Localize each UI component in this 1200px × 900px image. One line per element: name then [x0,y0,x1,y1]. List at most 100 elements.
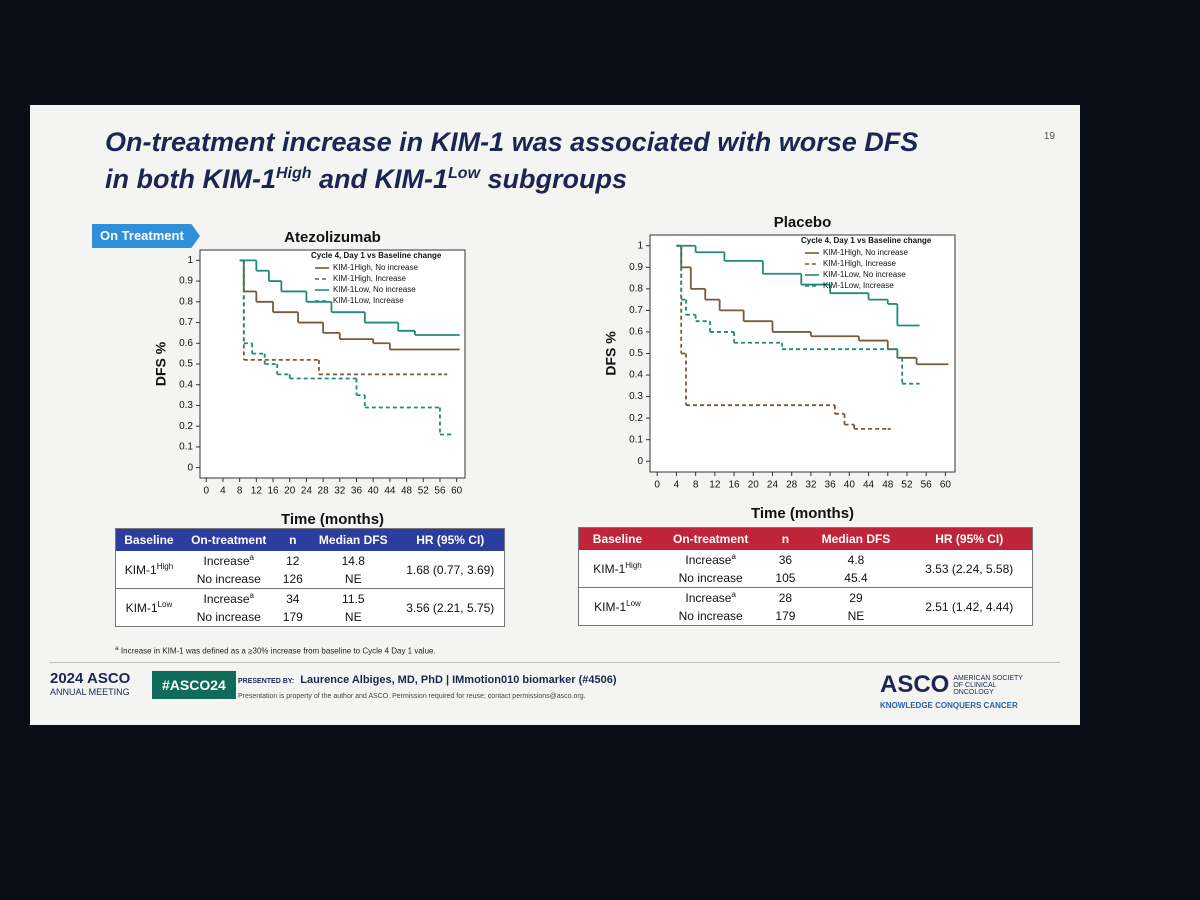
y-tick-label: 0.3 [629,391,643,402]
legend-label: KIM-1High, No increase [333,263,418,272]
slide: On-treatment increase in KIM-1 was assoc… [30,105,1080,725]
chart-title: Placebo [774,214,832,231]
header-row: Baseline On-treatment n Median DFS HR (95% C… [578,527,1033,550]
y-tick-label: 0.4 [629,370,643,381]
y-tick-label: 0.7 [629,305,643,316]
baseline-sup: High [625,561,642,570]
presenter: PRESENTED BY: Laurence Albiges, MD, PhD |… [238,674,617,686]
y-tick-label: 0.7 [179,317,193,328]
median-cell: 45.4 [844,571,868,585]
status-cell: No increase [656,607,765,626]
x-tick-label: 32 [334,486,346,497]
x-tick-label: 20 [284,486,296,497]
y-tick-label: 0.4 [179,379,193,390]
status-sup: a [731,590,736,599]
x-tick-label: 0 [654,480,660,491]
header-cell: HR (95% CI) [935,532,1004,546]
median-cell: 4.8 [847,552,865,567]
header-cell: On-treatment [191,533,267,547]
hr-cell: 1.68 (0.77, 3.69) [406,562,495,577]
x-tick-label: 24 [301,486,313,497]
status-cell: Increasea [655,587,766,607]
y-tick-label: 0 [637,456,643,467]
y-axis-label: DFS % [153,341,169,386]
status-cell: No increase [656,569,765,588]
x-tick-label: 4 [220,486,226,497]
x-tick-label: 60 [451,486,463,497]
hr-cell: 2.51 (1.42, 4.44) [906,587,1033,626]
median-cell: 29 [805,587,907,607]
n-cell: 28 [765,587,806,607]
charts: Atezolizumab Time (months) DFS % 0 0.1 0.2 0.3… [153,214,956,528]
series [239,259,460,336]
baseline: KIM-1 [594,600,627,614]
y-tick-label: 0.5 [629,348,643,359]
status: No increase [196,610,261,624]
status: Increase [203,592,250,606]
table: Baseline On-treatment n Median DFS HR (95% C… [578,527,1033,626]
x-tick-label: 48 [882,480,894,491]
status: Increase [203,554,250,568]
row: KIM-1High Increasea 36 4.8 3.53 (2.24, 5.58) [579,550,1033,576]
x-tick-label: 52 [418,486,430,497]
median-cell: 14.8 [341,553,365,568]
title-part: and KIM-1 [311,164,449,194]
y-tick-label: 0.8 [179,296,193,307]
logo-text: ASCO [880,671,950,698]
logo: ASCO AMERICAN SOCIETY OF CLINICAL ONCOLOG… [880,671,1050,710]
hr-cell: 3.56 (2.21, 5.75) [396,588,505,627]
row: No increase 179 NE [579,607,1033,626]
status: No increase [678,609,743,623]
chart-title: Atezolizumab [284,229,381,246]
y-tick-label: 1 [637,240,643,251]
presented-by: PRESENTED BY: [238,678,295,685]
x-tick-label: 12 [709,480,721,491]
footnote-mark: a [115,645,119,652]
legend-label: KIM-1Low, Increase [333,296,404,305]
legend-label: KIM-1High, Increase [823,259,896,268]
header-cell: On-treatment [672,532,749,546]
status-cell: No increase [182,570,276,589]
x-tick-label: 8 [237,486,243,497]
legend-label: KIM-1Low, No increase [333,285,416,294]
baseline-sup: High [156,562,174,571]
x-tick-label: 48 [401,486,413,497]
x-tick-label: 24 [767,480,779,491]
header-cell: n [781,532,790,546]
status-cell: No increase [182,608,276,627]
status: No increase [678,571,743,585]
x-tick-label: 44 [863,480,875,491]
baseline-cell: KIM-1Low [578,587,656,626]
status-sup: a [249,591,254,600]
legend-label: KIM-1High, Increase [333,274,406,283]
y-tick-label: 0.8 [629,284,643,295]
y-tick-label: 0.2 [179,421,193,432]
row: No increase 105 45.4 [579,569,1033,588]
status: Increase [685,591,732,605]
presenter-name: Laurence Albiges, MD, PhD | IMmotion010 … [300,674,617,686]
header-cell: Median DFS [821,532,891,546]
hashtag: #ASCO24 [152,671,236,699]
baseline-sup: Low [626,599,641,608]
baseline-sup: Low [157,600,173,609]
legend-label: KIM-1Low, Increase [823,281,894,290]
status-cell: Increasea [656,550,765,569]
x-tick-label: 8 [693,480,699,491]
y-tick-label: 0.1 [629,434,643,445]
series [239,259,452,436]
title-part: subgroups [480,164,628,194]
x-tick-label: 16 [267,486,279,497]
x-tick-label: 40 [368,486,380,497]
row: No increase 126 NE [116,570,505,589]
title-sup: Low [448,165,481,182]
x-tick-label: 12 [251,486,263,497]
row: KIM-1High Increasea 12 14.8 1.68 (0.77, 3.69… [116,551,505,577]
slide-title: On-treatment increase in KIM-1 was assoc… [105,127,935,195]
x-axis-label: Time (months) [281,511,384,528]
header-row: Baseline On-treatment n Median DFS HR (95% C… [115,528,505,551]
legend-title: Cycle 4, Day 1 vs Baseline change [311,251,442,260]
status-sup: a [249,553,254,562]
x-tick-label: 44 [384,486,396,497]
baseline-cell: KIM-1High [579,550,656,588]
